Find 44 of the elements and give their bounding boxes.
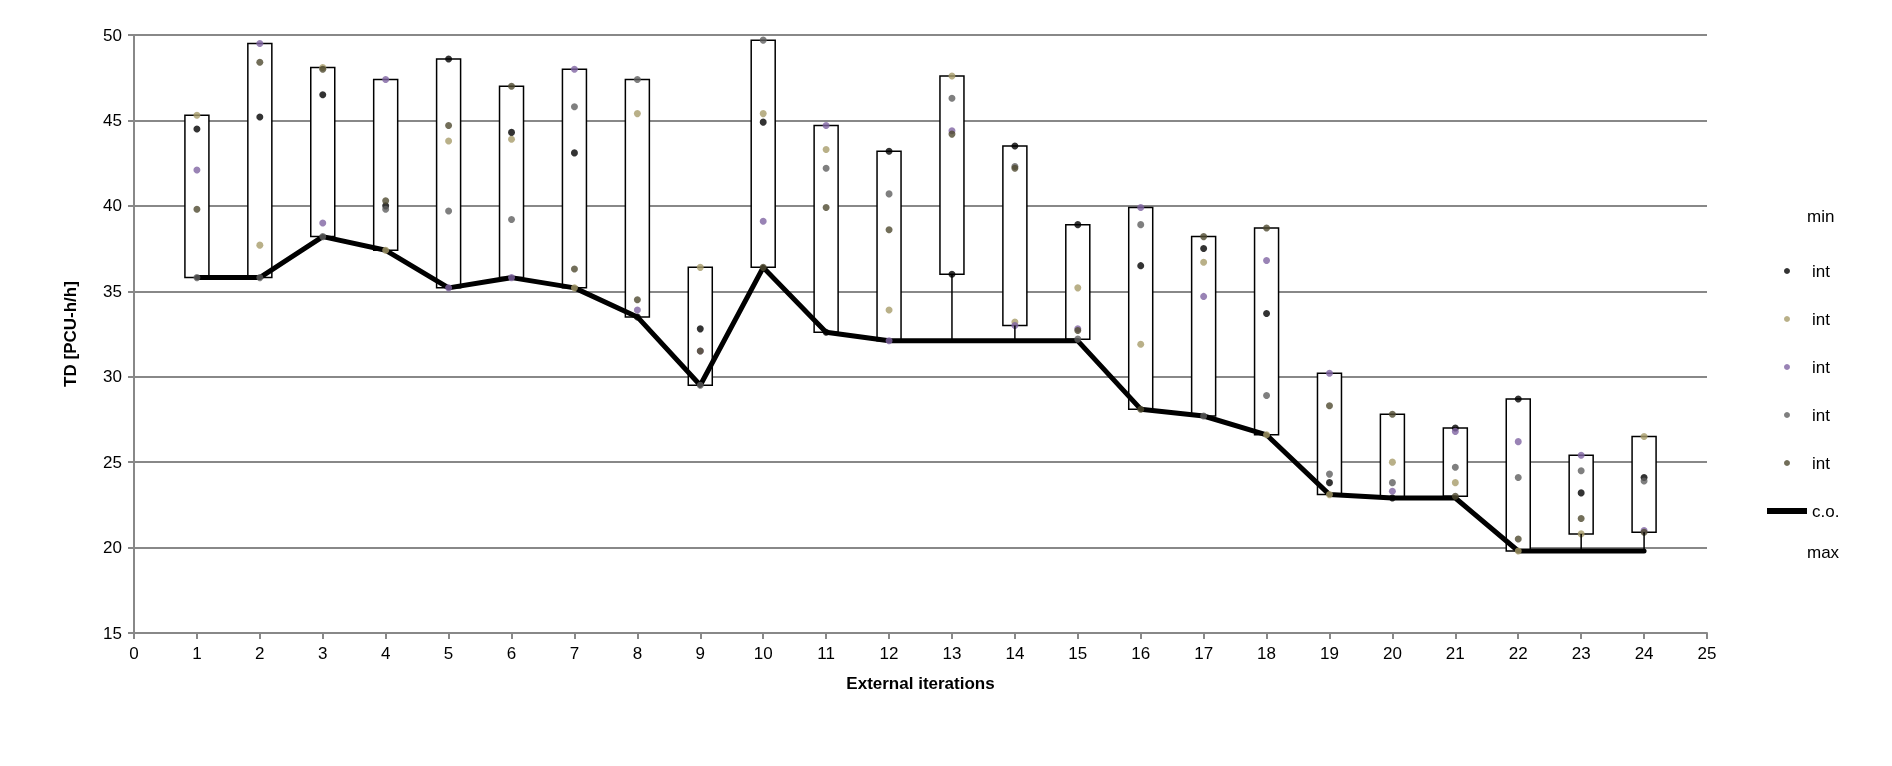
y-tick-label: 35 xyxy=(103,281,122,301)
y-axis-title: TD [PCU-h/h] xyxy=(61,281,80,387)
legend-label: int xyxy=(1812,453,1831,473)
y-tick-label: 25 xyxy=(103,452,122,472)
x-tick-label: 10 xyxy=(753,644,773,663)
x-tick-label: 9 xyxy=(695,644,706,663)
y-tick-label: 20 xyxy=(103,538,122,558)
x-tick-label: 4 xyxy=(380,644,391,663)
x-tick-label: 21 xyxy=(1445,644,1465,663)
text: min xyxy=(1807,207,1835,226)
x-tick-label: 7 xyxy=(569,644,580,663)
legend-label: int xyxy=(1812,261,1831,281)
x-tick-label: 5 xyxy=(443,644,454,663)
legend-label: int xyxy=(1812,405,1831,425)
y-tick-label: 45 xyxy=(103,110,122,130)
x-tick-label: 16 xyxy=(1131,644,1151,663)
y-tick-label: 15 xyxy=(103,623,122,643)
x-tick-label: 0 xyxy=(129,644,139,663)
legend-label: int xyxy=(1812,309,1831,329)
x-tick-label: 12 xyxy=(879,644,899,663)
text: max xyxy=(1807,543,1840,562)
x-tick-label: 13 xyxy=(942,644,962,663)
x-axis-title: External iterations xyxy=(846,674,995,693)
x-tick-label: 23 xyxy=(1571,644,1591,663)
x-tick-label: 11 xyxy=(817,644,835,663)
x-tick-label: 2 xyxy=(255,644,265,663)
x-tick-label: 15 xyxy=(1068,644,1088,663)
x-tick-label: 18 xyxy=(1257,644,1277,663)
x-tick-label: 25 xyxy=(1697,644,1717,663)
x-tick-label: 17 xyxy=(1194,644,1214,663)
x-tick-label: 20 xyxy=(1382,644,1402,663)
x-tick-label: 14 xyxy=(1005,644,1025,663)
x-tick-label: 8 xyxy=(632,644,643,663)
y-tick-label: 50 xyxy=(103,25,122,45)
x-tick-label: 19 xyxy=(1320,644,1339,663)
x-tick-label: 6 xyxy=(506,644,517,663)
y-tick-label: 30 xyxy=(103,367,122,387)
x-tick-label: 3 xyxy=(318,644,328,663)
x-tick-label: 22 xyxy=(1508,644,1528,663)
legend-label: int xyxy=(1812,357,1831,377)
x-tick-label: 24 xyxy=(1634,644,1654,663)
y-tick-label: 40 xyxy=(103,196,122,216)
x-tick-label: 1 xyxy=(192,644,202,663)
legend-label: c.o. xyxy=(1812,501,1840,521)
